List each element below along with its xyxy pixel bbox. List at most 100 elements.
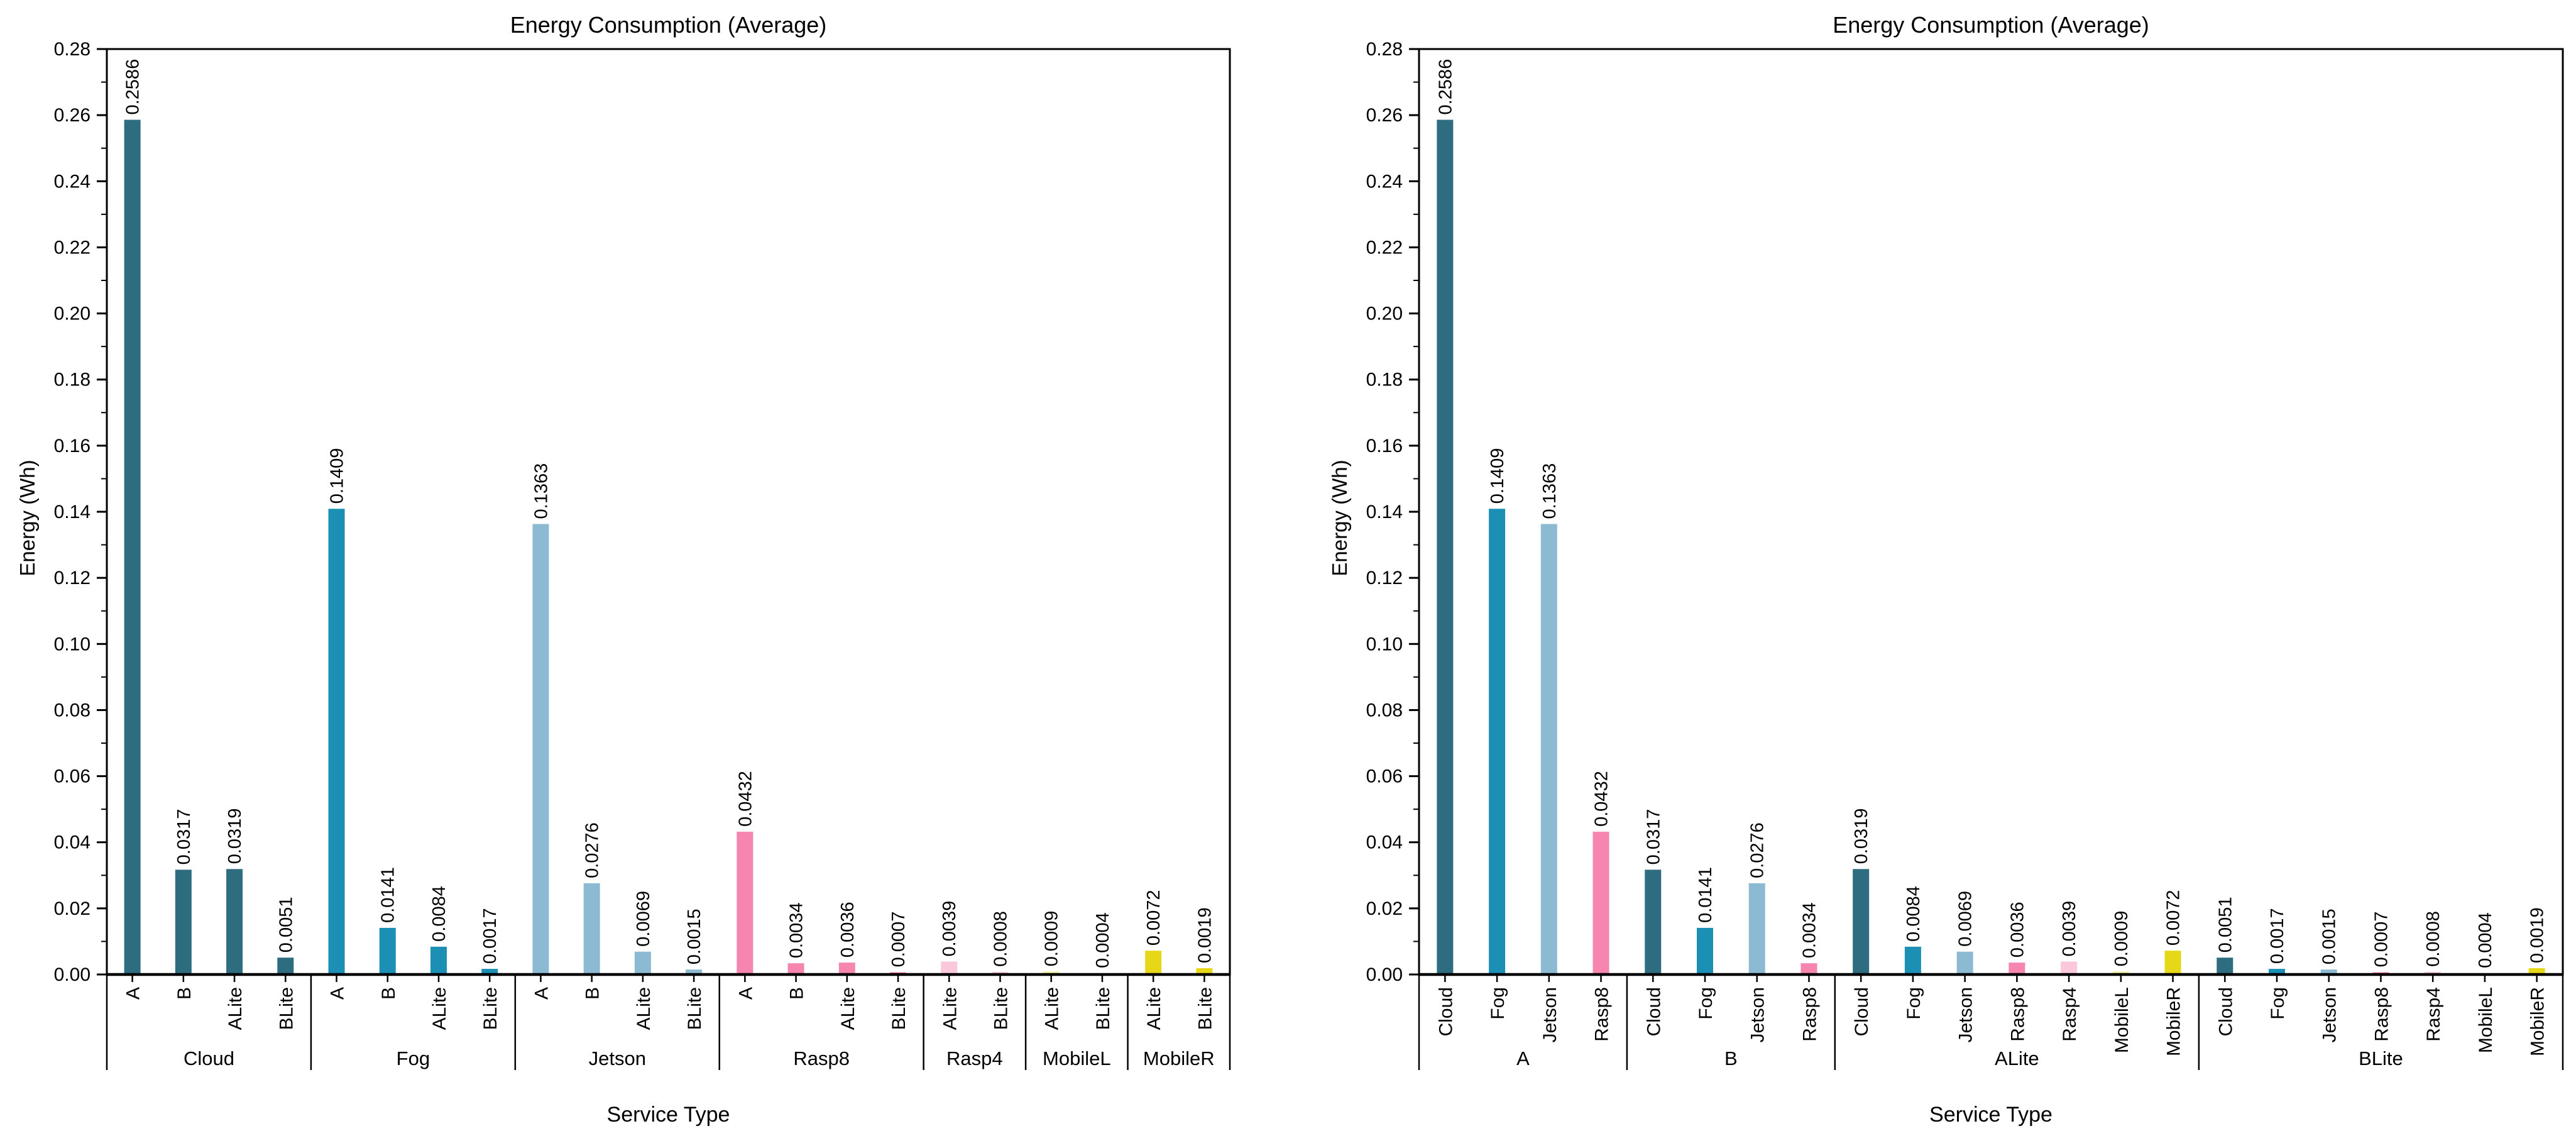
bar-value-label: 0.0036 [2007, 902, 2027, 958]
group-label-blite: BLite [2359, 1047, 2403, 1069]
y-tick-label: 0.00 [1366, 964, 1403, 985]
bar-a-jetson [1540, 524, 1557, 974]
bar-fog-a [328, 509, 345, 974]
y-tick-label: 0.14 [54, 502, 90, 522]
bar-tick-label: Jetson [1748, 987, 1768, 1042]
y-tick-label: 0.16 [54, 436, 90, 456]
bar-tick-label: ALite [429, 987, 450, 1030]
y-tick-label: 0.04 [54, 832, 90, 853]
bar-value-label: 0.0319 [225, 809, 245, 864]
y-tick-label: 0.14 [1366, 502, 1403, 522]
y-tick-label: 0.22 [54, 237, 90, 258]
bar-a-fog [1489, 509, 1506, 974]
bar-value-label: 0.0008 [2423, 911, 2443, 967]
bar-tick-label: B [378, 987, 399, 1000]
bar-blite-cloud [2217, 958, 2233, 974]
bar-blite-fog [2269, 969, 2285, 974]
bar-alite-mobilel [2112, 971, 2129, 974]
bar-b-cloud [1645, 869, 1662, 974]
bar-value-label: 0.0039 [2059, 901, 2080, 957]
y-tick-label: 0.10 [54, 634, 90, 654]
bar-value-label: 0.0317 [174, 809, 194, 865]
bar-value-label: 0.0015 [684, 908, 704, 964]
group-label-cloud: Cloud [184, 1047, 234, 1069]
y-tick-label: 0.00 [54, 964, 90, 985]
bar-blite-mobiler [2528, 968, 2545, 974]
bar-value-label: 0.0007 [2371, 912, 2391, 968]
bar-value-label: 0.2586 [1435, 59, 1455, 115]
group-label-mobilel: MobileL [1043, 1047, 1111, 1069]
bar-tick-label: MobileR [2164, 987, 2184, 1056]
y-tick-label: 0.24 [54, 171, 90, 192]
bar-a-cloud [1437, 119, 1454, 975]
bar-jetson-alite [634, 951, 651, 974]
bar-value-label: 0.0319 [1851, 809, 1872, 864]
bar-fog-b [379, 927, 396, 974]
group-label-b: B [1724, 1047, 1738, 1069]
bar-tick-label: Jetson [1956, 987, 1976, 1042]
y-tick-label: 0.18 [1366, 370, 1403, 390]
y-tick-label: 0.02 [54, 898, 90, 919]
bar-value-label: 0.0004 [2475, 912, 2496, 968]
bar-value-label: 0.0036 [838, 902, 858, 958]
bar-value-label: 0.0007 [889, 912, 909, 968]
bar-value-label: 0.1409 [1488, 448, 1508, 504]
bar-value-label: 0.1363 [1540, 463, 1560, 519]
bar-value-label: 0.0141 [1696, 867, 1716, 923]
bar-alite-jetson [1956, 951, 1973, 974]
bar-tick-label: ALite [838, 987, 858, 1030]
bar-mobilel-alite [1043, 971, 1060, 974]
y-tick-label: 0.20 [54, 304, 90, 324]
bar-chart-by-device: Energy Consumption (Average) Service Type… [16, 12, 1231, 1127]
bar-rasp8-alite [838, 963, 855, 974]
bar-value-label: 0.0017 [2267, 908, 2288, 964]
bar-value-label: 0.0276 [1748, 822, 1768, 878]
chart-energy-by-service: Energy Consumption (Average) Service Type… [1288, 0, 2576, 1148]
bar-fog-alite [430, 946, 447, 974]
bar-tick-label: ALite [1144, 987, 1165, 1030]
bar-b-jetson [1748, 883, 1765, 974]
bar-cloud-alite [226, 869, 243, 974]
bar-cloud-blite [277, 958, 294, 974]
bar-tick-label: BLite [276, 987, 297, 1030]
bar-value-label: 0.0069 [1956, 891, 1976, 947]
y-tick-label: 0.26 [1366, 105, 1403, 126]
y-tick-label: 0.02 [1366, 898, 1403, 919]
chart-title: Energy Consumption (Average) [1833, 12, 2149, 38]
bar-tick-label: B [174, 987, 195, 1000]
bar-jetson-a [532, 524, 549, 974]
x-axis-label: Service Type [1929, 1103, 2053, 1127]
bar-tick-label: Rasp8 [1592, 987, 1613, 1042]
y-tick-label: 0.08 [54, 700, 90, 720]
y-tick-label: 0.18 [54, 370, 90, 390]
y-tick-label: 0.16 [1366, 436, 1403, 456]
bar-blite-jetson [2320, 969, 2337, 974]
group-label-rasp4: Rasp4 [946, 1047, 1003, 1069]
chart-title: Energy Consumption (Average) [510, 12, 827, 38]
bar-alite-cloud [1853, 869, 1870, 974]
y-tick-label: 0.10 [1366, 634, 1403, 654]
bar-value-label: 0.0008 [990, 911, 1011, 967]
group-label-rasp8: Rasp8 [793, 1047, 850, 1069]
bar-value-label: 0.0015 [2320, 908, 2340, 964]
bar-tick-label: B [787, 987, 808, 1000]
bar-value-label: 0.0072 [1144, 890, 1164, 946]
bar-value-label: 0.0084 [1904, 886, 1924, 942]
bar-b-fog [1697, 927, 1713, 974]
bar-value-label: 0.0051 [276, 897, 296, 952]
bar-cloud-b [175, 869, 192, 974]
bar-value-label: 0.0069 [633, 891, 654, 947]
y-tick-label: 0.12 [54, 568, 90, 588]
bar-value-label: 0.0039 [940, 901, 960, 957]
group-label-fog: Fog [397, 1047, 430, 1069]
bar-tick-label: Rasp8 [1799, 987, 1820, 1042]
bar-tick-label: Cloud [1851, 987, 1872, 1036]
y-tick-label: 0.08 [1366, 700, 1403, 720]
y-axis-label: Energy (Wh) [1328, 460, 1351, 576]
bar-tick-label: Rasp8 [2007, 987, 2028, 1042]
bar-tick-label: Jetson [1540, 987, 1560, 1042]
bar-tick-label: ALite [633, 987, 654, 1030]
bar-rasp8-a [737, 831, 754, 974]
